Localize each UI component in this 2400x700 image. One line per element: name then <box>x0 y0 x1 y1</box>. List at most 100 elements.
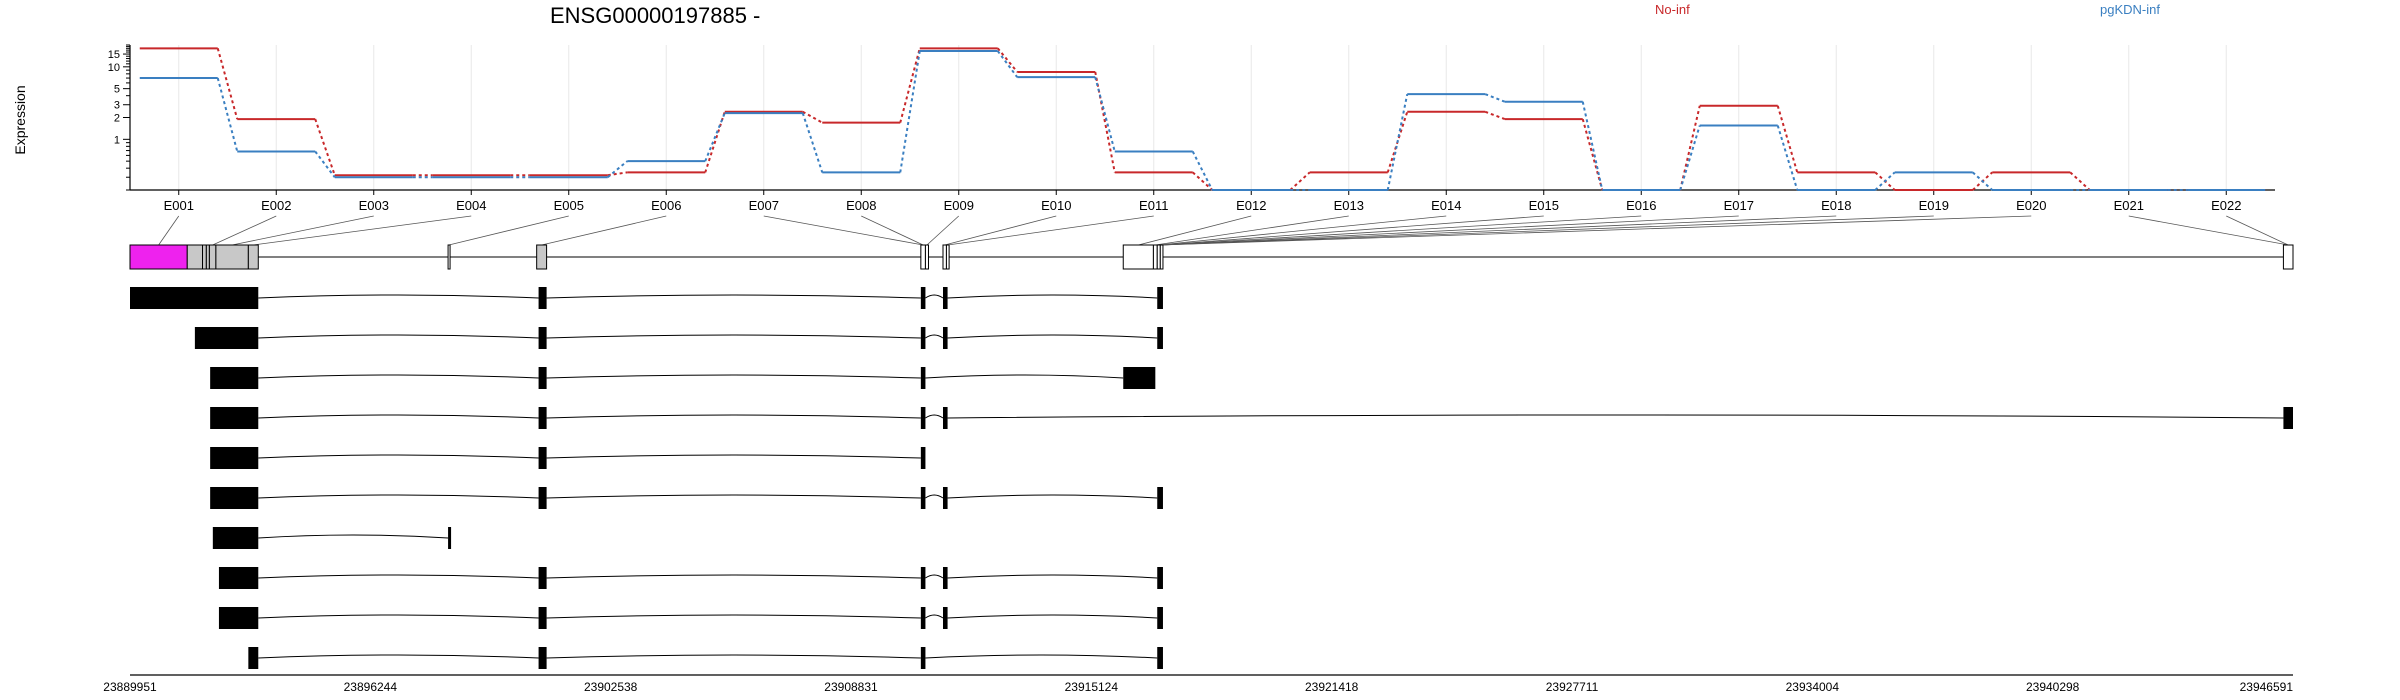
x-tick-label: E008 <box>846 198 876 213</box>
bin-connector <box>232 215 374 246</box>
transcript-exon <box>538 287 547 309</box>
transcript-intron <box>925 614 944 619</box>
genomic-axis: 23889951 23896244 23902538 23908831 23915124… <box>103 674 2293 694</box>
transcript-exon <box>1157 607 1163 629</box>
x-tick-label: E010 <box>1041 198 1071 213</box>
transcript-exon <box>1157 287 1163 309</box>
transcript-intron <box>925 334 944 339</box>
bin-connector <box>1161 215 1642 246</box>
transcript-intron <box>258 454 539 459</box>
genomic-tick-label: 23902538 <box>584 680 638 694</box>
series-transition <box>704 111 726 173</box>
series-transition <box>216 48 239 120</box>
series-transition <box>1289 171 1311 191</box>
transcript-exon <box>942 407 948 429</box>
transcript-intron <box>258 534 449 539</box>
exon-bin <box>215 244 249 270</box>
transcript-exon <box>1123 367 1156 389</box>
series-transition <box>996 47 1019 73</box>
transcript-intron <box>947 414 2284 419</box>
transcript-intron <box>546 654 921 659</box>
transcript-track <box>194 327 1163 349</box>
transcript-exon <box>920 567 926 589</box>
transcript-intron <box>546 414 921 419</box>
series-transition <box>1386 93 1409 191</box>
series-transition <box>216 77 239 152</box>
transcript-exon <box>210 367 259 389</box>
series-transition <box>607 160 628 179</box>
transcript-intron <box>925 374 1124 379</box>
series-transition <box>2069 171 2091 191</box>
series-transition <box>1776 105 1799 173</box>
exon-bin <box>924 244 929 270</box>
transcript-exon <box>920 447 926 469</box>
x-tick-label: E009 <box>944 198 974 213</box>
transcript-exon <box>1157 567 1163 589</box>
transcript-intron <box>258 614 539 619</box>
genomic-tick-label: 23889951 <box>103 680 157 694</box>
transcript-intron <box>925 494 944 499</box>
transcript-exon <box>942 487 948 509</box>
transcript-intron <box>947 294 1158 299</box>
transcript-intron <box>947 614 1158 619</box>
transcript-exon <box>210 447 259 469</box>
bin-connector <box>448 215 569 246</box>
y-axis-label: Expression <box>12 85 28 154</box>
transcript-exon <box>920 327 926 349</box>
transcript-exon <box>538 607 547 629</box>
transcript-intron <box>258 494 539 499</box>
x-tick-label: E019 <box>1919 198 1949 213</box>
transcript-track <box>210 447 926 469</box>
exon-bin <box>1152 244 1158 270</box>
bin-connector <box>926 215 960 246</box>
series-transition <box>1581 101 1604 191</box>
y-tick-label: 5 <box>114 84 120 96</box>
transcript-track <box>210 367 1156 389</box>
bin-connector <box>2226 215 2289 246</box>
series-transition <box>899 48 921 123</box>
transcript-track <box>210 407 2293 429</box>
series-transition <box>314 118 336 176</box>
transcript-exon <box>538 367 547 389</box>
series-lines <box>139 47 2266 191</box>
transcript-track <box>218 607 1163 629</box>
x-tick-label: E011 <box>1139 198 1168 213</box>
transcript-exon <box>212 527 259 549</box>
transcript-intron <box>258 414 539 419</box>
transcript-exon <box>538 647 547 669</box>
series-transition <box>1874 171 1896 191</box>
transcript-track <box>248 647 1163 669</box>
transcript-intron <box>546 294 921 299</box>
transcript-intron <box>546 614 921 619</box>
transcript-exon <box>920 367 926 389</box>
series-transition <box>1191 151 1214 191</box>
y-tick-label: 2 <box>114 113 120 125</box>
grid <box>178 45 2227 190</box>
bin-connector <box>1161 215 2032 246</box>
x-tick-label: E004 <box>456 198 486 213</box>
exon-bin <box>208 244 217 270</box>
bin-connector <box>212 215 277 246</box>
transcript-exon <box>538 327 547 349</box>
y-tick-label: 15 <box>108 49 120 61</box>
y-tick-label: 3 <box>114 100 120 112</box>
transcript-exon <box>920 607 926 629</box>
series-transition <box>1776 125 1799 191</box>
transcript-exon <box>218 607 259 629</box>
x-tick-label: E002 <box>261 198 291 213</box>
transcript-exon <box>920 407 926 429</box>
series-transition <box>899 50 921 173</box>
x-tick-label: E005 <box>554 198 584 213</box>
exon-bin <box>247 244 259 270</box>
transcript-intron <box>947 334 1158 339</box>
transcript-intron <box>925 294 944 299</box>
transcript-intron <box>258 294 539 299</box>
genomic-tick-label: 23934004 <box>1786 680 1840 694</box>
transcript-intron <box>925 574 944 579</box>
bin-connector <box>253 215 472 246</box>
transcript-intron <box>546 374 921 379</box>
x-tick-label: E006 <box>651 198 681 213</box>
transcript-intron <box>258 574 539 579</box>
genomic-tick-label: 23921418 <box>1305 680 1359 694</box>
